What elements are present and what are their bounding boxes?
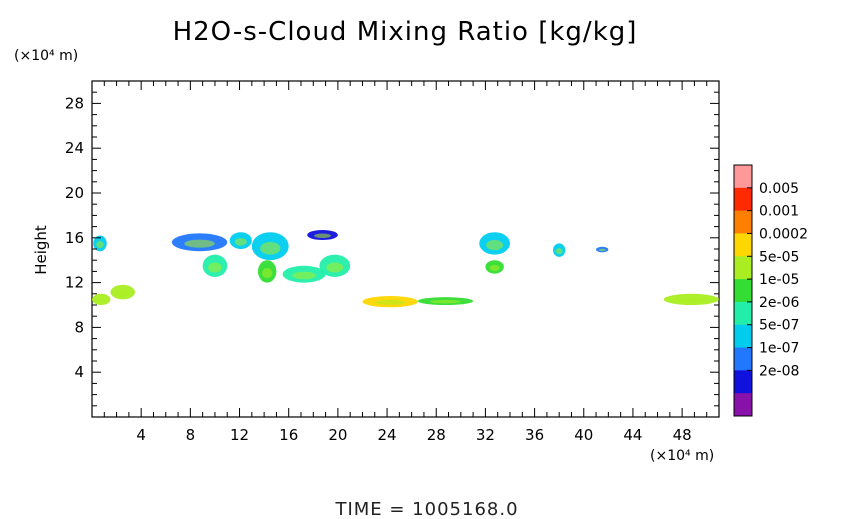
cloud-region-core <box>260 242 281 255</box>
x-unit-label: (×10⁴ m) <box>650 448 714 464</box>
colorbar-segment <box>734 347 752 371</box>
x-tick-label: 40 <box>574 426 593 444</box>
cloud-region-core <box>115 289 130 297</box>
colorbar-label: 5e-05 <box>759 249 799 265</box>
y-tick-label: 8 <box>74 318 84 336</box>
colorbar-segment <box>734 187 752 211</box>
colorbar-segment <box>734 370 752 394</box>
y-tick-label: 16 <box>65 229 84 247</box>
colorbar-label: 0.005 <box>759 181 799 197</box>
cloud-region-core <box>676 297 707 303</box>
y-tick-label: 24 <box>65 139 84 157</box>
cloud-region-core <box>208 262 222 273</box>
cloud-region-core <box>314 233 331 239</box>
x-tick-label: 48 <box>673 426 692 444</box>
chart-title: H2O-s-Cloud Mixing Ratio [kg/kg] <box>173 17 638 47</box>
y-tick-label: 20 <box>65 184 84 202</box>
y-tick-label: 4 <box>74 363 84 381</box>
cloud-region-core <box>430 299 461 304</box>
y-tick-labels: 4 8 12 16 20 24 28 <box>65 94 84 381</box>
x-tick-label: 36 <box>525 426 544 444</box>
cloud-region-core <box>234 238 247 246</box>
colorbar-labels: 0.005 0.001 0.0002 5e-05 1e-05 2e-06 5e-07 1e-0… <box>759 181 808 380</box>
cloud-region-core <box>184 239 215 248</box>
cloud-region-core <box>262 268 273 279</box>
colorbar-segment <box>734 256 752 280</box>
colorbar-label: 2e-06 <box>759 295 799 311</box>
colorbar-label: 0.0002 <box>759 226 808 242</box>
colorbar-segment <box>734 279 752 303</box>
cloud-region-core <box>598 248 606 252</box>
cloud-region-core <box>486 240 504 251</box>
x-tick-label: 44 <box>623 426 642 444</box>
x-tick-label: 28 <box>427 426 446 444</box>
y-axis-label: Height <box>32 225 50 275</box>
x-tick-labels: 4 8 12 16 20 24 28 32 36 40 44 48 <box>136 426 691 444</box>
colorbar-frame <box>733 164 753 417</box>
cloud-layer <box>92 229 720 308</box>
y-unit-label: (×10⁴ m) <box>14 48 78 64</box>
cloud-region-core <box>326 262 344 273</box>
x-tick-label: 4 <box>136 426 146 444</box>
time-label: TIME = 1005168.0 <box>334 499 518 519</box>
y-tick-label: 28 <box>65 94 84 112</box>
colorbar-label: 1e-07 <box>759 341 799 357</box>
x-tick-label: 12 <box>230 426 249 444</box>
cloud-region-core <box>292 271 316 280</box>
colorbar-label: 5e-07 <box>759 318 799 334</box>
colorbar-label: 2e-08 <box>759 363 799 379</box>
x-tick-label: 20 <box>328 426 347 444</box>
colorbar-segment <box>734 233 752 257</box>
cloud-region-core <box>489 264 500 271</box>
colorbar-segment <box>734 301 752 326</box>
x-tick-label: 8 <box>186 426 196 444</box>
x-tick-label: 24 <box>378 426 397 444</box>
cloud-region-core <box>96 297 107 303</box>
cloud-region-core <box>96 241 104 249</box>
y-tick-label: 12 <box>65 274 84 292</box>
colorbar-label: 0.001 <box>759 204 799 220</box>
colorbar-label: 1e-05 <box>759 272 799 288</box>
x-tick-label: 16 <box>279 426 298 444</box>
x-tick-label: 32 <box>476 426 495 444</box>
colorbar-segment <box>734 165 752 189</box>
axis-ticks <box>92 81 719 417</box>
cloud-region-core <box>374 299 406 306</box>
colorbar-segment <box>734 210 752 234</box>
colorbar <box>733 164 753 417</box>
colorbar-segment <box>734 324 752 348</box>
colorbar-segment <box>734 393 752 417</box>
cloud-region-core <box>555 248 563 255</box>
